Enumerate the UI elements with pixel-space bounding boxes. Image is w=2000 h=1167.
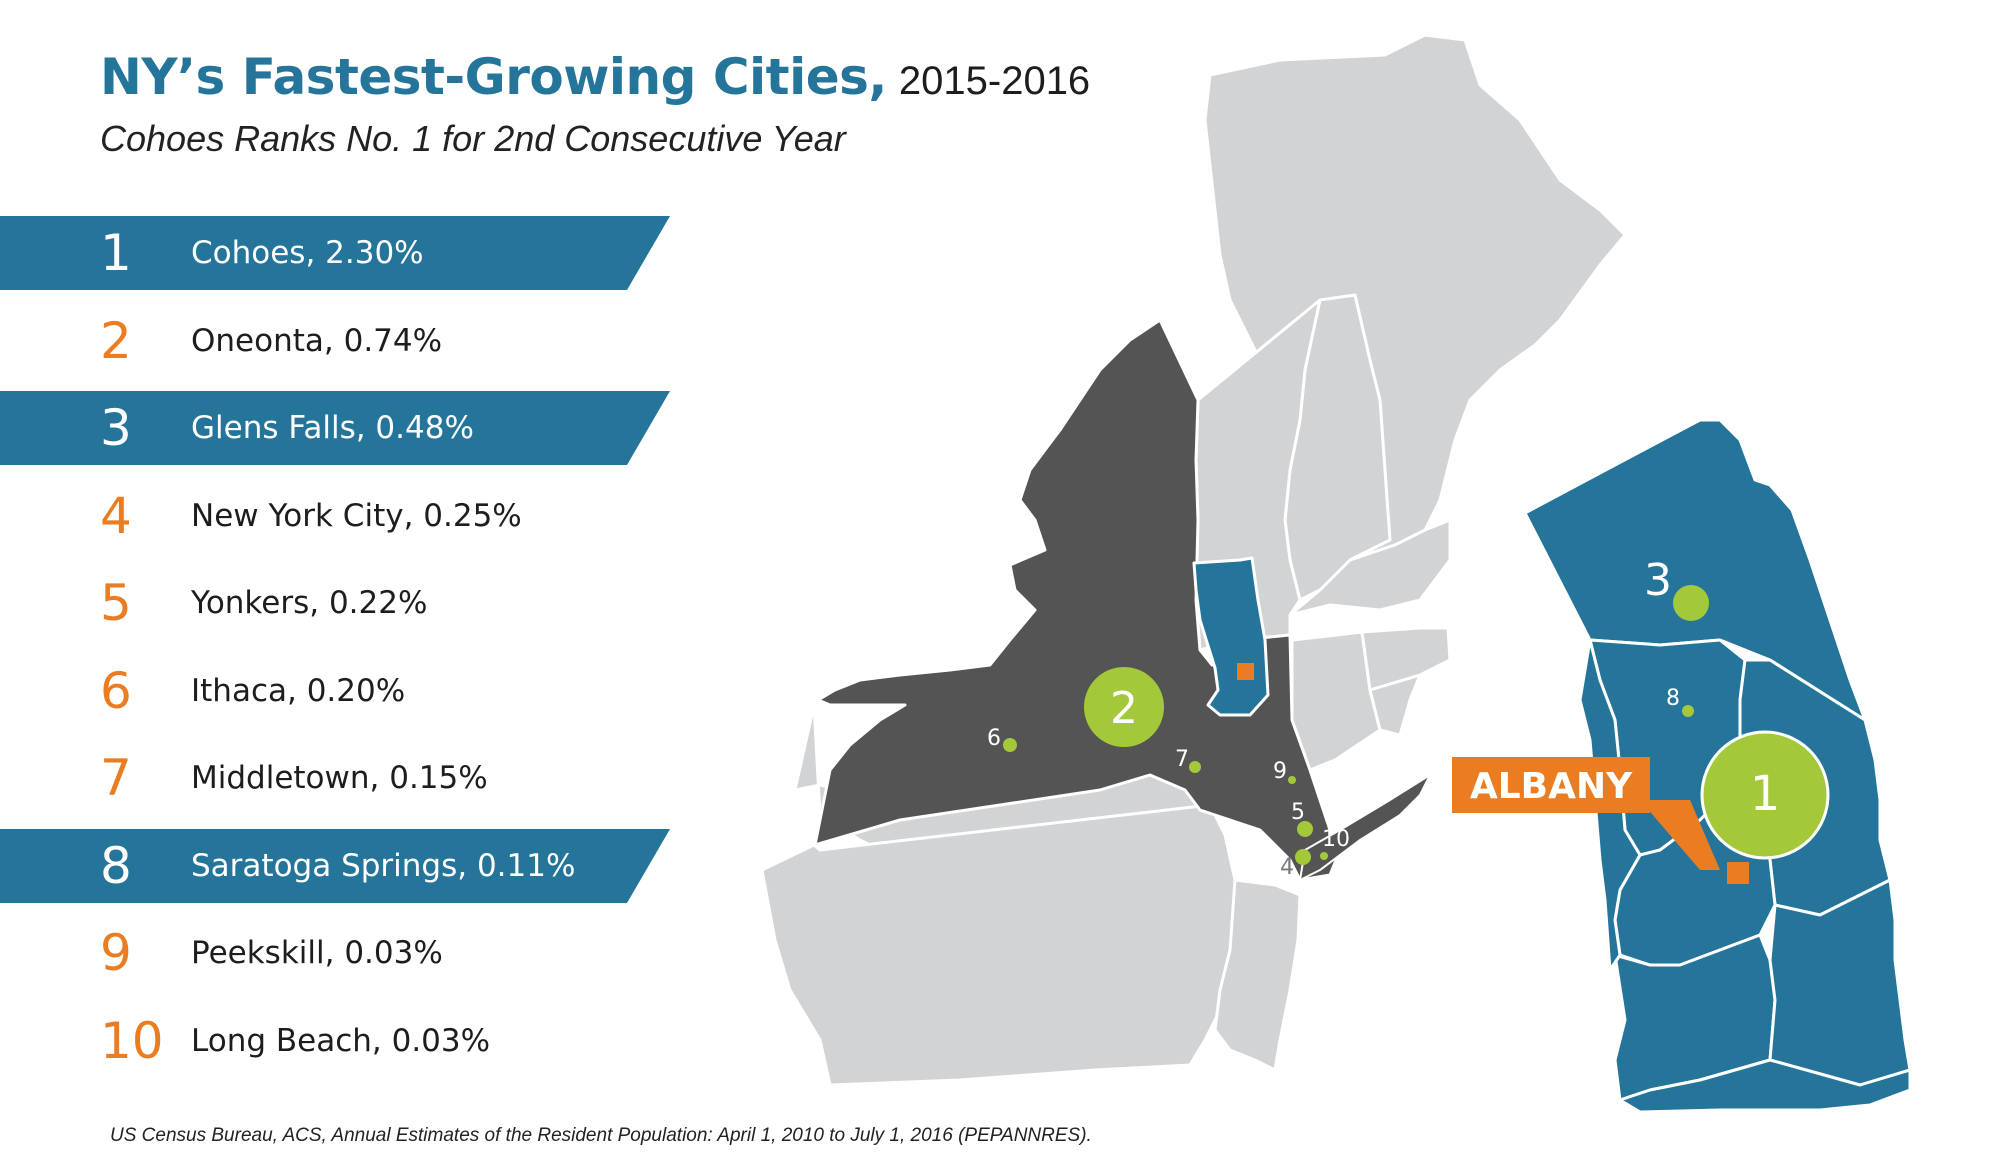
rank-city-label: New York City, 0.25% [191,497,522,534]
callout-label: ALBANY [1470,766,1633,807]
rank-city-label: Yonkers, 0.22% [191,585,428,621]
ranking-list: 1 Cohoes, 2.30% 2 Oneonta, 0.74% 3 Glens Fall… [0,0,700,1100]
marker-9-circle [1288,776,1296,784]
albany-callout: ALBANY [1452,757,1749,884]
ranking-row: 6 Ithaca, 0.20% [0,654,670,728]
new-jersey-region [1213,878,1302,1072]
albany-square-large [1727,862,1749,884]
long-island [1298,772,1433,882]
marker-4-label: 4 [1280,855,1294,880]
rank-city-label: Oneonta, 0.74% [191,322,443,359]
map-subtitle: Cohoes Ranks No. 1 for 2nd Consecutive Y… [100,118,846,159]
highlight-banner [0,828,670,903]
ranking-row: 1 Cohoes, 2.30% [0,216,670,290]
new-york-state [813,318,1342,882]
rank-number: 5 [100,574,132,632]
rank-number: 8 [100,836,132,895]
marker-2-label: 2 [1110,683,1138,734]
marker-6-label: 6 [987,726,1001,751]
albany-square-small [1237,663,1254,680]
ranking-row: 10 Long Beach, 0.03% [0,1004,670,1078]
rank-city-label: Glens Falls, 0.48% [191,410,474,446]
marker-5-circle [1297,821,1313,837]
ranking-row: 5 Yonkers, 0.22% [0,566,670,640]
city-markers: 1 2 3 8 6 7 9 5 4 10 [987,555,1830,880]
marker-8-circle [1682,705,1694,717]
marker-10-circle [1320,852,1328,860]
marker-7-circle [1189,761,1201,773]
map-title: NY’s Fastest-Growing Cities, 2015-2016 [100,48,1090,106]
ranking-row: 7 Middletown, 0.15% [0,741,670,815]
rank-number: 2 [100,311,132,370]
ranking-row: 8 Saratoga Springs, 0.11% [0,828,670,903]
rank-city-label: Middletown, 0.15% [191,760,488,796]
highlight-banner [0,391,670,465]
marker-3-circle [1673,585,1709,621]
callout-box [1452,757,1650,813]
ranking-row: 9 Peekskill, 0.03% [0,916,670,990]
neighbor-states [760,33,1627,1087]
rank-city-label: Long Beach, 0.03% [191,1022,491,1059]
marker-1-label: 1 [1750,766,1781,822]
title-main: NY’s Fastest-Growing Cities, [100,48,887,106]
highlight-banner [0,216,670,290]
rank-number: 10 [100,1011,164,1070]
rank-city-label: Ithaca, 0.20% [191,672,406,709]
county-far-south [1618,1058,1912,1114]
marker-2-circle [1084,667,1164,747]
rank-city-label: Peekskill, 0.03% [191,935,443,971]
rank-number: 3 [100,399,132,457]
marker-6-circle [1003,738,1017,752]
marker-7-label: 7 [1175,747,1189,772]
marker-9-label: 9 [1273,759,1287,784]
rank-number: 7 [100,749,132,807]
rank-city-label: Cohoes, 2.30% [191,235,424,271]
ranking-row: 3 Glens Falls, 0.48% [0,391,670,465]
rhode-island-region [1368,673,1422,737]
rank-number: 1 [100,224,132,282]
marker-4-circle [1295,849,1311,865]
ranking-row: 2 Oneonta, 0.74% [0,304,670,378]
source-note: US Census Bureau, ACS, Annual Estimates … [110,1125,1092,1146]
ranking-row: 4 New York City, 0.25% [0,479,670,553]
title-years: 2015-2016 [898,59,1091,103]
marker-8-label: 8 [1666,686,1680,711]
callout-pointer [1640,800,1720,870]
pennsylvania-main [760,803,1257,1087]
rank-number: 4 [100,486,132,545]
marker-1-circle [1700,730,1830,860]
rank-city-label: Saratoga Springs, 0.11% [191,847,576,884]
marker-10-label: 10 [1322,827,1350,852]
marker-5-label: 5 [1291,800,1305,825]
rank-number: 9 [100,924,132,982]
county-south-east [1768,878,1912,1087]
rank-number: 6 [100,661,132,720]
marker-3-label: 3 [1644,555,1672,606]
